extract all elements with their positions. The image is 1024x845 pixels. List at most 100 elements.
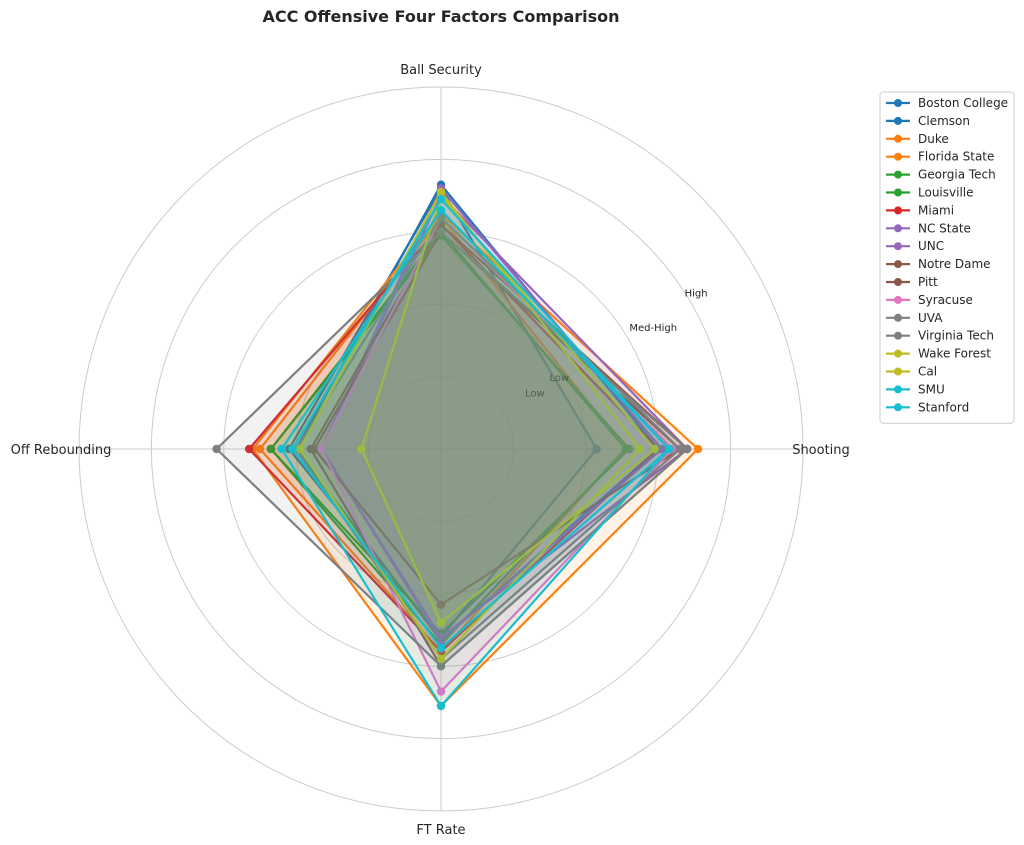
data-point xyxy=(621,444,630,454)
data-point xyxy=(635,444,645,454)
legend-marker xyxy=(894,206,902,215)
legend-entry: Notre Dame xyxy=(886,257,991,271)
data-point xyxy=(288,444,297,454)
legend-label: Wake Forest xyxy=(918,347,991,361)
radar-series xyxy=(212,180,703,711)
legend-marker xyxy=(894,367,902,376)
data-point xyxy=(436,687,446,696)
series-15 xyxy=(357,191,659,627)
data-point xyxy=(664,444,674,454)
legend-label: Boston College xyxy=(918,96,1008,110)
data-point xyxy=(255,444,265,454)
legend-label: Florida State xyxy=(918,150,994,164)
legend-entry: Cal xyxy=(886,365,937,379)
data-point xyxy=(436,643,446,653)
legend-marker xyxy=(894,331,902,340)
data-point xyxy=(266,444,276,454)
legend-marker xyxy=(894,224,902,233)
legend-label: Virginia Tech xyxy=(918,329,994,343)
data-point xyxy=(212,444,221,454)
legend: Boston College Clemson Duke Florida State Ge… xyxy=(879,91,1015,424)
legend-marker xyxy=(894,403,902,412)
data-point xyxy=(657,444,667,454)
legend-label: Miami xyxy=(918,203,954,217)
legend-label: Notre Dame xyxy=(918,257,991,271)
legend-entry: Clemson xyxy=(886,114,970,128)
legend-entry: UNC xyxy=(886,239,944,253)
data-point xyxy=(244,444,254,454)
data-point xyxy=(357,444,366,454)
legend-label: SMU xyxy=(918,382,945,396)
data-point xyxy=(592,444,601,454)
legend-marker xyxy=(894,188,902,197)
legend-entry: SMU xyxy=(886,382,945,396)
legend-label: Pitt xyxy=(918,275,938,289)
series-17 xyxy=(288,195,674,653)
legend-label: Duke xyxy=(918,132,949,146)
legend-marker xyxy=(894,134,902,143)
axis-label: Off Rebounding xyxy=(11,443,112,458)
ring-tick-label: Low xyxy=(525,388,545,399)
ring-tick-label: High xyxy=(685,289,708,300)
data-point xyxy=(693,444,703,454)
data-point xyxy=(436,654,446,664)
data-point xyxy=(682,444,692,454)
ring-tick-label: Low xyxy=(550,373,570,384)
legend-entry: Louisville xyxy=(886,186,974,200)
legend-label: Cal xyxy=(918,365,937,379)
legend-marker xyxy=(894,278,902,286)
data-point xyxy=(436,633,446,642)
legend-marker xyxy=(894,260,902,269)
ring-tick-label: Med-High xyxy=(629,323,677,334)
data-point xyxy=(675,444,685,454)
data-point xyxy=(436,618,446,627)
legend-entry: Virginia Tech xyxy=(886,329,994,343)
legend-label: UNC xyxy=(918,239,944,253)
data-point xyxy=(436,205,446,215)
legend-label: Clemson xyxy=(918,114,970,128)
legend-entry: Miami xyxy=(886,203,954,217)
legend-label: Syracuse xyxy=(918,293,973,307)
legend-entry: Syracuse xyxy=(886,293,973,307)
data-point xyxy=(436,600,446,609)
legend-entry: UVA xyxy=(886,311,943,325)
legend-marker xyxy=(894,242,902,251)
legend-entry: Stanford xyxy=(886,400,969,414)
data-point xyxy=(436,701,446,711)
legend-label: UVA xyxy=(918,311,943,325)
legend-entry: Pitt xyxy=(886,275,938,289)
legend-marker xyxy=(894,313,902,322)
legend-entry: Wake Forest xyxy=(886,347,991,361)
series-14 xyxy=(295,187,645,664)
legend-marker xyxy=(894,170,902,179)
legend-label: Louisville xyxy=(918,186,974,200)
legend-box xyxy=(879,91,1015,424)
data-point xyxy=(650,444,659,454)
legend-marker xyxy=(894,349,902,358)
data-point xyxy=(306,444,315,454)
axis-label: Ball Security xyxy=(400,63,482,78)
axis-label: FT Rate xyxy=(416,823,465,838)
axis-labels: Low Low Med-High High Ball Security Shooting F… xyxy=(11,63,850,838)
data-point xyxy=(317,444,326,454)
legend-entry: Duke xyxy=(886,132,949,146)
data-point xyxy=(277,444,286,454)
legend-marker xyxy=(894,99,902,107)
data-point xyxy=(295,444,305,454)
legend-marker xyxy=(894,295,902,304)
legend-marker xyxy=(894,116,902,125)
legend-label: Georgia Tech xyxy=(918,168,996,182)
legend-label: Stanford xyxy=(918,400,969,414)
legend-entry: Georgia Tech xyxy=(886,168,996,182)
data-point xyxy=(436,195,446,204)
legend-entry: NC State xyxy=(886,221,971,235)
axis-label: Shooting xyxy=(792,443,850,458)
data-point xyxy=(436,227,446,236)
legend-label: NC State xyxy=(918,221,971,235)
legend-entry: Boston College xyxy=(886,96,1008,110)
data-point xyxy=(436,662,446,671)
legend-marker xyxy=(894,152,902,161)
legend-entry: Florida State xyxy=(886,150,994,164)
chart-title: ACC Offensive Four Factors Comparison xyxy=(262,7,619,26)
